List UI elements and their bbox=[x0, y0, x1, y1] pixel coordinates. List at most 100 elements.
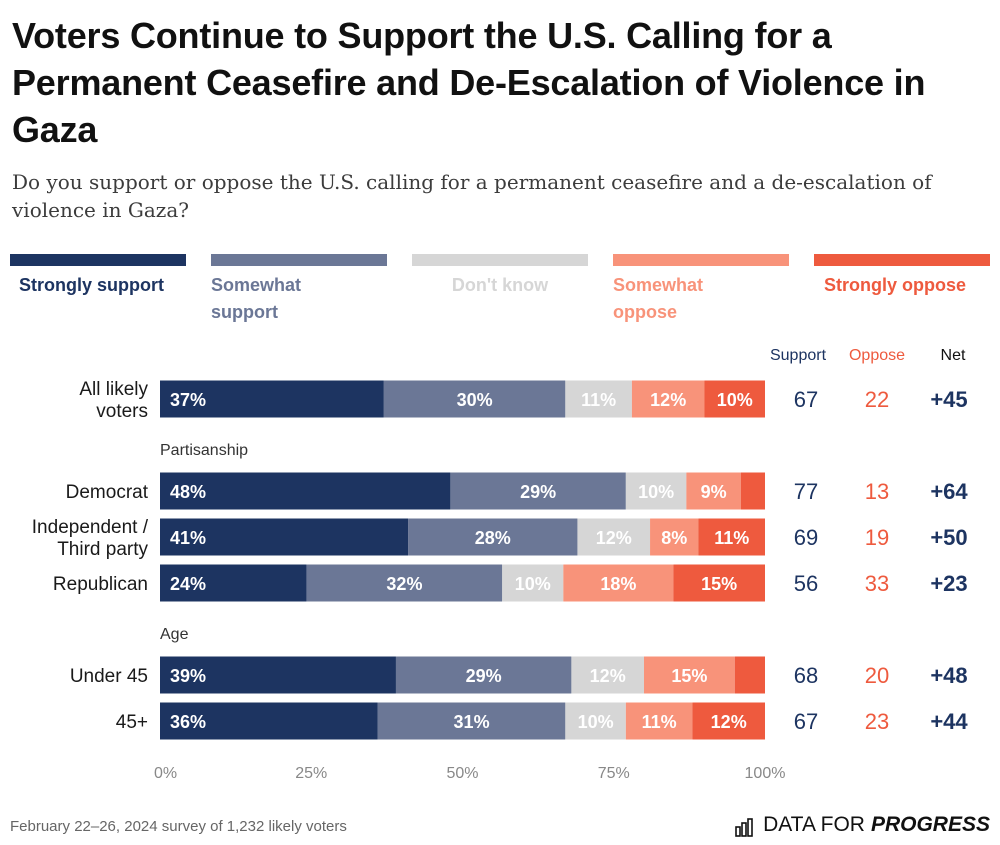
bar-value-label: 30% bbox=[457, 390, 493, 410]
bar-value-label: 37% bbox=[170, 390, 206, 410]
bar-value-label: 29% bbox=[466, 666, 502, 686]
support-value: 67 bbox=[794, 709, 818, 734]
net-value: +48 bbox=[930, 663, 967, 688]
net-value: +45 bbox=[930, 387, 967, 412]
bar-segment-somewhat-support bbox=[377, 702, 566, 740]
support-value: 69 bbox=[794, 525, 818, 550]
legend-label: Don't know bbox=[451, 275, 549, 295]
oppose-value: 19 bbox=[865, 525, 889, 550]
bar-value-label: 15% bbox=[671, 666, 707, 686]
bar-segment-somewhat-oppose bbox=[644, 656, 735, 694]
bar-segment-strongly-oppose bbox=[740, 472, 765, 510]
bar-segment-strongly-support bbox=[160, 518, 409, 556]
oppose-value: 33 bbox=[865, 571, 889, 596]
bar-value-label: 39% bbox=[170, 666, 206, 686]
bar-value-label: 12% bbox=[596, 528, 632, 548]
bar-value-label: 29% bbox=[520, 482, 556, 502]
bar-segment-somewhat-support bbox=[395, 656, 572, 694]
bar-segment-somewhat-support bbox=[306, 564, 503, 602]
x-tick-label: 0% bbox=[154, 765, 177, 782]
row-label: Under 45 bbox=[70, 666, 148, 687]
row-label: 45+ bbox=[116, 712, 148, 733]
bar-segment-strongly-oppose bbox=[704, 380, 765, 418]
legend-label: Strongly oppose bbox=[824, 275, 967, 295]
oppose-value: 23 bbox=[865, 709, 889, 734]
bar-segment-dont-know bbox=[577, 518, 651, 556]
bar-value-label: 10% bbox=[578, 712, 614, 732]
bar-value-label: 18% bbox=[600, 574, 636, 594]
bar-segment-strongly-oppose bbox=[734, 656, 765, 694]
x-tick-label: 25% bbox=[295, 765, 327, 782]
support-value: 56 bbox=[794, 571, 818, 596]
footer-note: February 22–26, 2024 survey of 1,232 lik… bbox=[10, 818, 347, 835]
legend-item-strongly-oppose: Strongly oppose bbox=[814, 254, 990, 299]
bar-value-label: 41% bbox=[170, 528, 206, 548]
brand-prefix: DATA FOR bbox=[763, 813, 865, 836]
bar-segment-somewhat-oppose bbox=[650, 518, 699, 556]
chart-title: Voters Continue to Support the U.S. Call… bbox=[12, 15, 926, 150]
bar-segment-strongly-support bbox=[160, 656, 396, 694]
group-label: Partisanship bbox=[160, 442, 248, 459]
header-support: Support bbox=[770, 347, 827, 364]
group-label: Age bbox=[160, 626, 189, 643]
row-label: voters bbox=[96, 401, 148, 422]
bar-segment-somewhat-oppose bbox=[686, 472, 741, 510]
header-oppose: Oppose bbox=[849, 347, 905, 364]
bar-segment-strongly-support bbox=[160, 564, 307, 602]
oppose-value: 20 bbox=[865, 663, 889, 688]
support-value: 68 bbox=[794, 663, 818, 688]
legend-swatch bbox=[814, 254, 990, 266]
chart-subtitle: Do you support or oppose the U.S. callin… bbox=[12, 170, 932, 222]
bar-segment-strongly-support bbox=[160, 702, 378, 740]
row-label: Third party bbox=[57, 539, 148, 560]
bar-segment-dont-know bbox=[565, 380, 632, 418]
net-value: +50 bbox=[930, 525, 967, 550]
legend-swatch bbox=[211, 254, 387, 266]
bar-segment-strongly-oppose bbox=[698, 518, 765, 556]
legend-item-strongly-support: Strongly support bbox=[10, 254, 186, 299]
legend-swatch bbox=[613, 254, 789, 266]
bar-value-label: 10% bbox=[638, 482, 674, 502]
bar-value-label: 11% bbox=[714, 528, 749, 548]
bar-value-label: 28% bbox=[475, 528, 511, 548]
bar-value-label: 11% bbox=[581, 390, 616, 410]
bar-segment-somewhat-support bbox=[383, 380, 566, 418]
bar-value-label: 11% bbox=[642, 712, 677, 732]
row-label: All likely bbox=[79, 379, 148, 400]
bar-segment-somewhat-oppose bbox=[625, 702, 693, 740]
bar-segment-strongly-oppose bbox=[673, 564, 765, 602]
bar-value-label: 10% bbox=[717, 390, 753, 410]
bar-value-label: 12% bbox=[711, 712, 747, 732]
bar-value-label: 12% bbox=[590, 666, 626, 686]
bar-value-label: 8% bbox=[661, 528, 687, 548]
bar-segment-somewhat-support bbox=[408, 518, 578, 556]
bar-segment-strongly-support bbox=[160, 472, 451, 510]
bar-value-label: 31% bbox=[454, 712, 490, 732]
legend-item-dont-know: Don't know bbox=[412, 254, 588, 299]
bar-value-label: 15% bbox=[701, 574, 737, 594]
bar-value-label: 12% bbox=[650, 390, 686, 410]
legend-item-somewhat-support: Somewhat support bbox=[211, 254, 387, 326]
support-value: 67 bbox=[794, 387, 818, 412]
row-label: Independent / bbox=[32, 517, 149, 538]
row-label: Democrat bbox=[66, 482, 149, 503]
bar-segment-dont-know bbox=[565, 702, 626, 740]
legend-label: Somewhat support bbox=[211, 275, 302, 322]
brand-strong: PROGRESS bbox=[870, 813, 990, 836]
legend-label: Somewhat oppose bbox=[613, 275, 704, 322]
legend-item-somewhat-oppose: Somewhat oppose bbox=[613, 254, 789, 326]
bar-value-label: 10% bbox=[515, 574, 551, 594]
row-label: Republican bbox=[53, 574, 148, 595]
net-value: +44 bbox=[930, 709, 968, 734]
bar-value-label: 32% bbox=[386, 574, 422, 594]
bar-segment-strongly-support bbox=[160, 380, 384, 418]
oppose-value: 13 bbox=[865, 479, 889, 504]
bar-segment-somewhat-oppose bbox=[631, 380, 705, 418]
bar-value-label: 36% bbox=[170, 712, 206, 732]
bar-value-label: 48% bbox=[170, 482, 206, 502]
net-value: +64 bbox=[930, 479, 968, 504]
bar-segment-strongly-oppose bbox=[692, 702, 765, 740]
x-tick-label: 75% bbox=[598, 765, 630, 782]
legend-swatch bbox=[10, 254, 186, 266]
bar-value-label: 24% bbox=[170, 574, 206, 594]
